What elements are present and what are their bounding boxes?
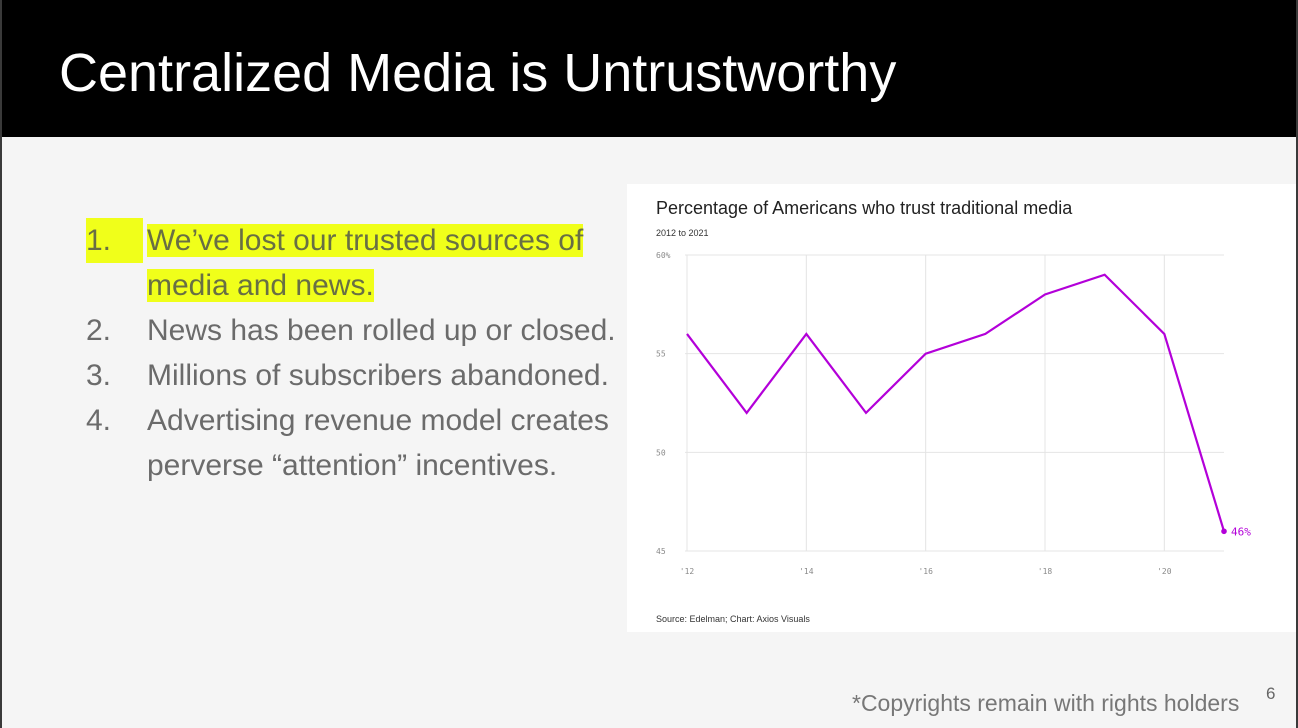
list-item-number: 2. [86, 314, 112, 347]
chart-grid [685, 254, 1224, 552]
chart-title: Percentage of Americans who trust tradit… [656, 198, 1073, 218]
chart-subtitle: 2012 to 2021 [656, 228, 709, 238]
copyright-notice: *Copyrights remain with rights holders [852, 690, 1240, 716]
x-tick-label: '14 [799, 567, 814, 576]
y-tick-label: 50 [656, 448, 666, 457]
y-tick-label: 60% [656, 251, 671, 260]
series-line [686, 273, 1226, 532]
trust-line-chart: Percentage of Americans who trust tradit… [656, 198, 1251, 624]
list-item-number: 1. [86, 218, 144, 263]
slide-title: Centralized Media is Untrustworthy [59, 43, 897, 103]
list-item: 1. We’ve lost our trusted sources of medi… [86, 218, 626, 308]
list-item-text: News has been rolled up or closed. [147, 314, 616, 347]
y-tick-label: 55 [656, 350, 666, 359]
list-item-text: We’ve lost our trusted sources of media … [147, 224, 584, 302]
chart-source: Source: Edelman; Chart: Axios Visuals [656, 614, 810, 624]
x-tick-label: '16 [918, 567, 933, 576]
chart-series: 46% [686, 273, 1251, 538]
list-item: 3. Millions of subscribers abandoned. [86, 353, 626, 398]
list-item-number: 3. [86, 359, 112, 392]
data-label: 46% [1231, 525, 1251, 538]
list-item-text: Millions of subscribers abandoned. [147, 359, 609, 392]
chart-axis-ticks: 60% 55 50 45 '12 '14 '16 '18 '20 [656, 251, 1172, 576]
title-bar: Centralized Media is Untrustworthy [2, 0, 1296, 137]
data-point [1221, 528, 1227, 535]
bullet-list: 1. We’ve lost our trusted sources of medi… [86, 218, 626, 488]
x-tick-label: '12 [680, 567, 695, 576]
list-item: 2. News has been rolled up or closed. [86, 308, 626, 353]
y-tick-label: 45 [656, 547, 666, 556]
list-item: 4. Advertising revenue model creates perv… [86, 398, 626, 488]
x-tick-label: '20 [1157, 567, 1172, 576]
list-item-number: 4. [86, 404, 112, 437]
page-number: 6 [1266, 684, 1276, 703]
list-item-text: Advertising revenue model creates perver… [147, 404, 609, 482]
x-tick-label: '18 [1038, 567, 1053, 576]
chart-image: Percentage of Americans who trust tradit… [627, 184, 1296, 632]
